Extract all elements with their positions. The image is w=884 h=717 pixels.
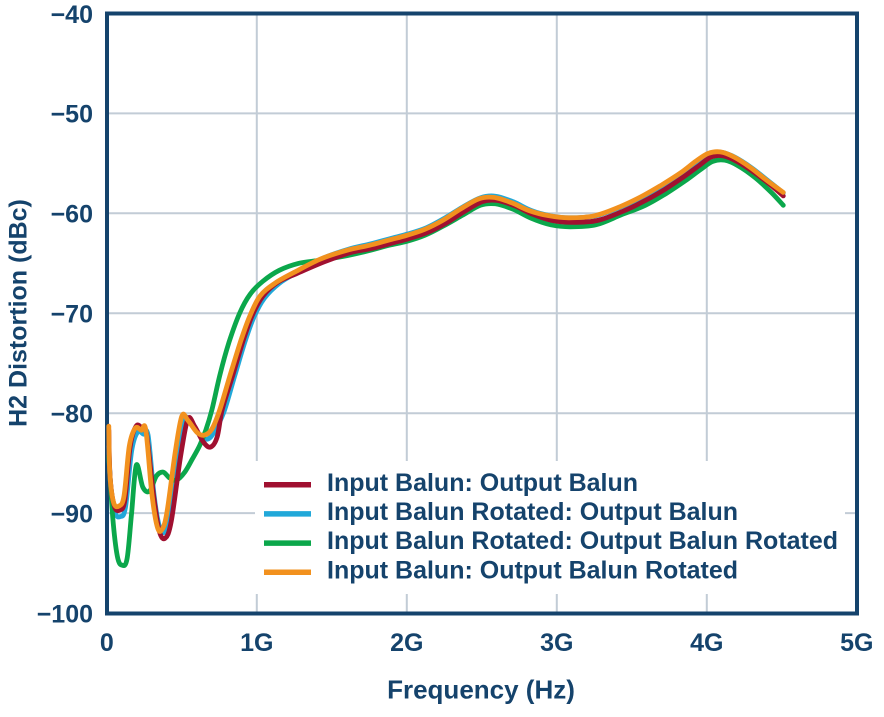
svg-text:−50: −50 xyxy=(51,101,93,129)
svg-text:−70: −70 xyxy=(51,301,93,329)
svg-text:3G: 3G xyxy=(540,629,573,657)
svg-text:Input Balun: Output Balun Rota: Input Balun: Output Balun Rotated xyxy=(327,556,738,584)
svg-text:−40: −40 xyxy=(51,1,93,29)
svg-text:1G: 1G xyxy=(240,629,273,657)
svg-text:4G: 4G xyxy=(690,629,723,657)
svg-text:Input Balun Rotated: Output Ba: Input Balun Rotated: Output Balun xyxy=(327,498,738,526)
svg-text:Frequency (Hz): Frequency (Hz) xyxy=(387,675,575,705)
svg-text:Input Balun: Output Balun: Input Balun: Output Balun xyxy=(327,469,638,497)
svg-text:−80: −80 xyxy=(51,401,93,429)
svg-text:Input Balun Rotated: Output Ba: Input Balun Rotated: Output Balun Rotate… xyxy=(327,527,838,555)
svg-text:5G: 5G xyxy=(840,629,873,657)
svg-text:H2 Distortion (dBc): H2 Distortion (dBc) xyxy=(5,199,33,427)
svg-text:−90: −90 xyxy=(51,500,93,528)
svg-text:0: 0 xyxy=(100,629,114,657)
svg-text:2G: 2G xyxy=(390,629,423,657)
svg-text:−100: −100 xyxy=(37,600,93,628)
svg-text:−60: −60 xyxy=(51,201,93,229)
